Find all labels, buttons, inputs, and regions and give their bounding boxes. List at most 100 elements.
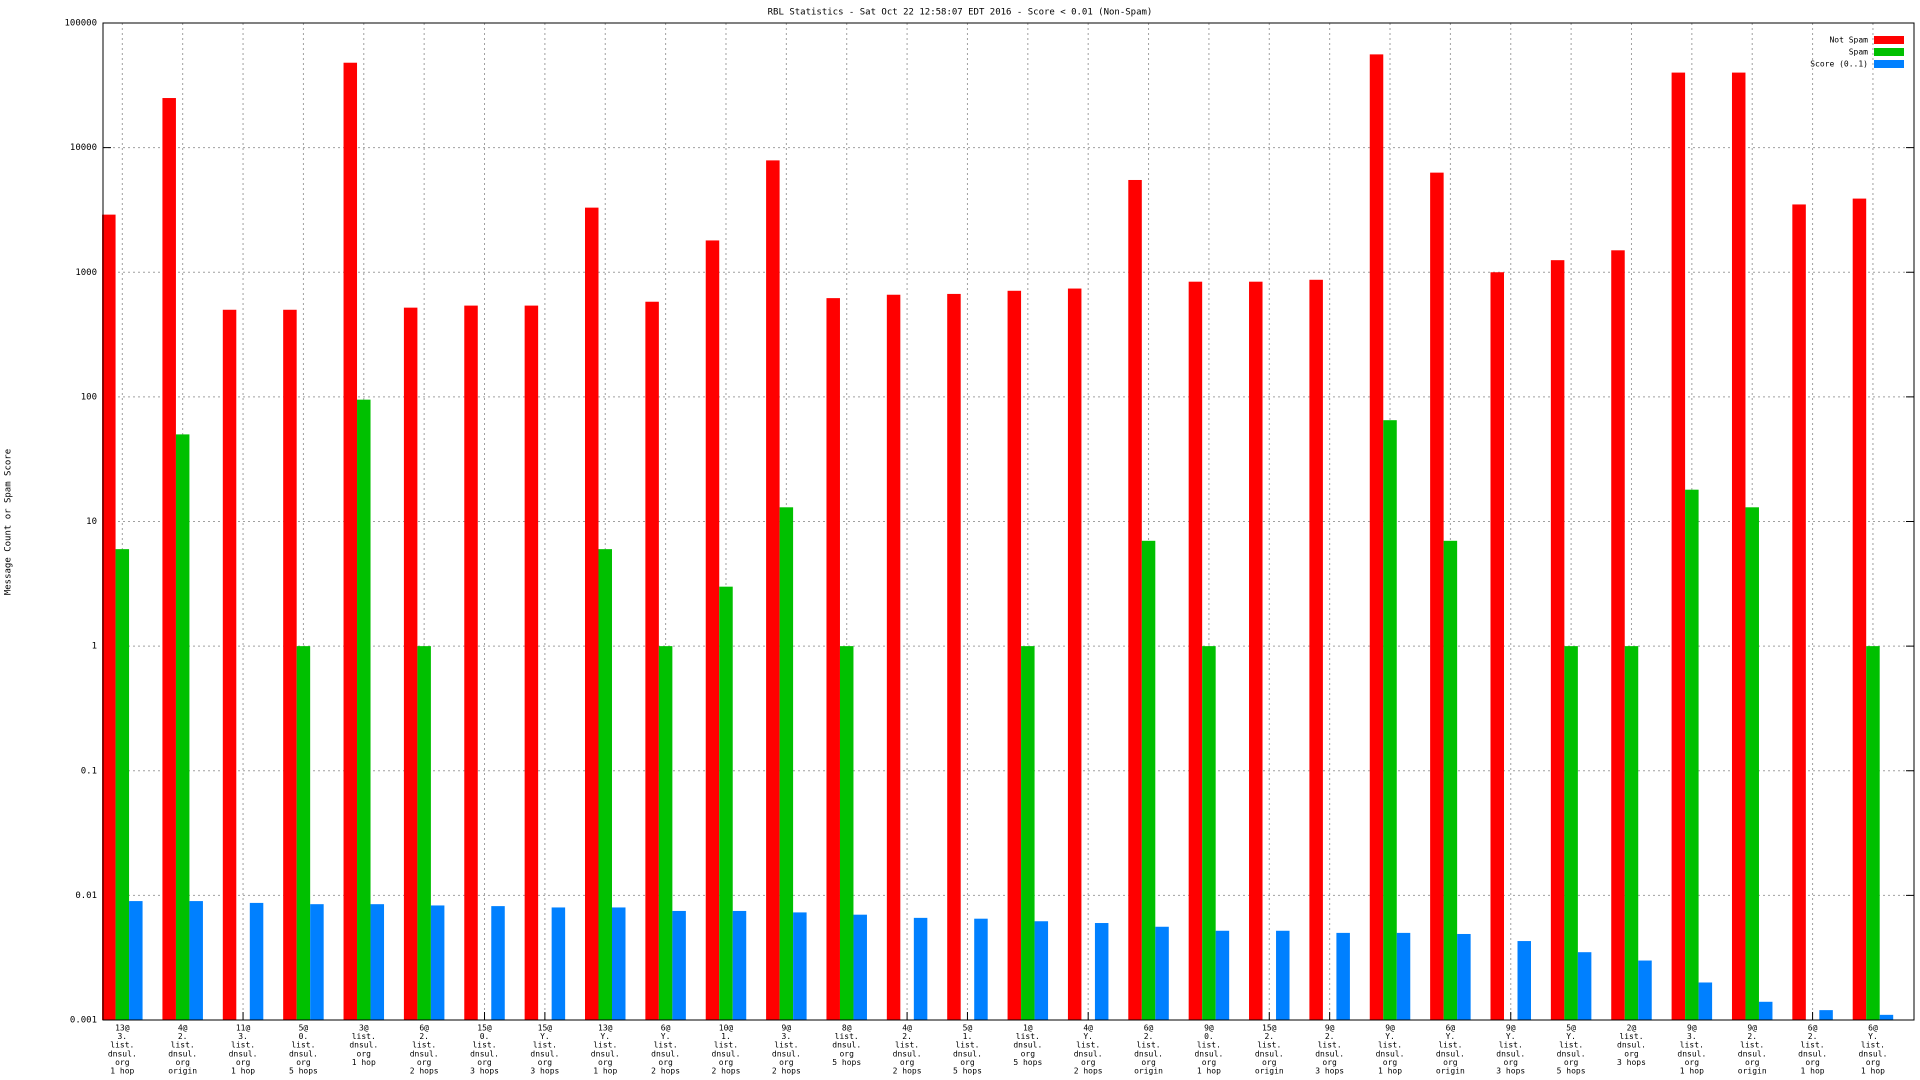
x-tick-label: dnsul. bbox=[591, 1049, 620, 1058]
bar bbox=[1094, 923, 1109, 1020]
x-tick-label: list. bbox=[1016, 1032, 1040, 1041]
bar bbox=[913, 917, 928, 1020]
x-tick-label: dnsul. bbox=[289, 1049, 318, 1058]
y-tick-label: 0.1 bbox=[81, 766, 97, 776]
x-tick-label: org bbox=[115, 1058, 130, 1067]
legend-label: Score (0..1) bbox=[1810, 60, 1868, 69]
x-tick-label: 1 hop bbox=[1680, 1067, 1704, 1076]
bar bbox=[598, 549, 613, 1020]
x-tick-label: list. bbox=[1619, 1032, 1643, 1041]
x-tick-label: dnsul. bbox=[832, 1041, 861, 1050]
x-tick-label: 1 hop bbox=[1861, 1067, 1885, 1076]
x-tick-label: 6@ bbox=[1144, 1024, 1154, 1033]
bar bbox=[417, 646, 431, 1020]
x-tick-label: 2 hops bbox=[712, 1067, 741, 1076]
y-axis-label: Message Count or Spam Score bbox=[4, 449, 14, 595]
bar bbox=[403, 307, 418, 1021]
x-tick-label: 6@ bbox=[1808, 1024, 1818, 1033]
bar bbox=[524, 305, 539, 1020]
bar bbox=[1249, 281, 1263, 1020]
bar bbox=[1067, 288, 1082, 1020]
x-tick-label: list. bbox=[1499, 1041, 1523, 1050]
x-tick-label: list. bbox=[533, 1041, 557, 1050]
x-tick-label: org bbox=[175, 1058, 190, 1067]
bar bbox=[1611, 250, 1625, 1020]
bar bbox=[705, 240, 720, 1021]
x-tick-label: origin bbox=[1134, 1067, 1163, 1076]
x-tick-label: list. bbox=[1137, 1041, 1161, 1050]
x-tick-label: org bbox=[296, 1058, 311, 1067]
x-tick-label: origin bbox=[1436, 1067, 1465, 1076]
x-tick-label: 2 hops bbox=[772, 1067, 801, 1076]
bar bbox=[343, 62, 358, 1020]
x-tick-label: 3. bbox=[117, 1032, 127, 1041]
x-tick-label: 3 hops bbox=[1496, 1067, 1525, 1076]
bar bbox=[310, 904, 324, 1020]
x-tick-label: 5@ bbox=[963, 1024, 973, 1033]
x-tick-label: 9@ bbox=[1204, 1024, 1214, 1033]
legend-swatch bbox=[1874, 60, 1904, 68]
x-tick-label: 4@ bbox=[1083, 1024, 1093, 1033]
x-tick-label: dnsul. bbox=[1134, 1049, 1163, 1058]
x-tick-label: 6@ bbox=[1868, 1024, 1878, 1033]
x-tick-label: dnsul. bbox=[1496, 1049, 1525, 1058]
bar bbox=[551, 907, 566, 1020]
x-tick-label: 3 hops bbox=[1315, 1067, 1344, 1076]
bar bbox=[658, 646, 673, 1020]
x-tick-label: 1. bbox=[963, 1032, 973, 1041]
x-tick-label: list. bbox=[955, 1041, 979, 1050]
x-tick-label: 2@ bbox=[1627, 1024, 1637, 1033]
x-tick-label: 3. bbox=[238, 1032, 248, 1041]
x-tick-label: org bbox=[1202, 1058, 1217, 1067]
x-tick-label: org bbox=[1322, 1058, 1337, 1067]
x-tick-label: 3@ bbox=[359, 1024, 369, 1033]
bar bbox=[464, 305, 478, 1020]
x-tick-label: org bbox=[477, 1058, 492, 1067]
bar bbox=[249, 902, 264, 1020]
bar bbox=[491, 906, 505, 1020]
x-tick-label: 2. bbox=[1808, 1032, 1818, 1041]
x-tick-label: list. bbox=[1438, 1041, 1462, 1050]
x-tick-label: dnsul. bbox=[1858, 1049, 1887, 1058]
bar bbox=[766, 160, 780, 1020]
x-tick-label: org bbox=[719, 1058, 734, 1067]
x-tick-label: dnsul. bbox=[1738, 1049, 1767, 1058]
x-tick-label: 3. bbox=[782, 1032, 792, 1041]
x-tick-label: 13@ bbox=[598, 1024, 613, 1033]
x-tick-label: origin bbox=[168, 1067, 197, 1076]
chart-title: RBL Statistics - Sat Oct 22 12:58:07 EDT… bbox=[768, 8, 1153, 18]
x-tick-label: dnsul. bbox=[1557, 1049, 1586, 1058]
bar bbox=[585, 207, 599, 1021]
bar bbox=[1758, 1001, 1773, 1020]
bar bbox=[839, 646, 854, 1020]
x-tick-label: org bbox=[598, 1058, 613, 1067]
x-tick-label: org bbox=[357, 1049, 372, 1058]
x-tick-label: 15@ bbox=[538, 1024, 553, 1033]
bar bbox=[370, 904, 385, 1020]
x-tick-label: 2. bbox=[1264, 1032, 1274, 1041]
x-tick-label: 5 hops bbox=[832, 1058, 861, 1067]
bar bbox=[1215, 930, 1230, 1020]
x-tick-label: list. bbox=[231, 1041, 255, 1050]
x-tick-label: org bbox=[1262, 1058, 1277, 1067]
x-tick-label: 6@ bbox=[661, 1024, 671, 1033]
bar bbox=[1309, 279, 1323, 1020]
x-tick-label: dnsul. bbox=[651, 1049, 680, 1058]
bar bbox=[1564, 646, 1578, 1020]
x-tick-label: dnsul. bbox=[108, 1049, 137, 1058]
x-tick-label: list. bbox=[1680, 1041, 1704, 1050]
x-tick-label: list. bbox=[1318, 1041, 1342, 1050]
x-tick-label: 2 hops bbox=[410, 1067, 439, 1076]
x-tick-label: origin bbox=[1255, 1067, 1284, 1076]
x-tick-label: dnsul. bbox=[470, 1049, 499, 1058]
legend-swatch bbox=[1874, 48, 1904, 56]
x-tick-label: Y. bbox=[1566, 1032, 1576, 1041]
x-tick-label: 5 hops bbox=[953, 1067, 982, 1076]
x-tick-label: 5@ bbox=[299, 1024, 309, 1033]
bar bbox=[296, 646, 311, 1020]
x-tick-label: org bbox=[779, 1058, 794, 1067]
legend-swatch bbox=[1874, 36, 1904, 44]
x-tick-label: org bbox=[1745, 1058, 1760, 1067]
x-tick-label: 1 hop bbox=[1801, 1067, 1825, 1076]
